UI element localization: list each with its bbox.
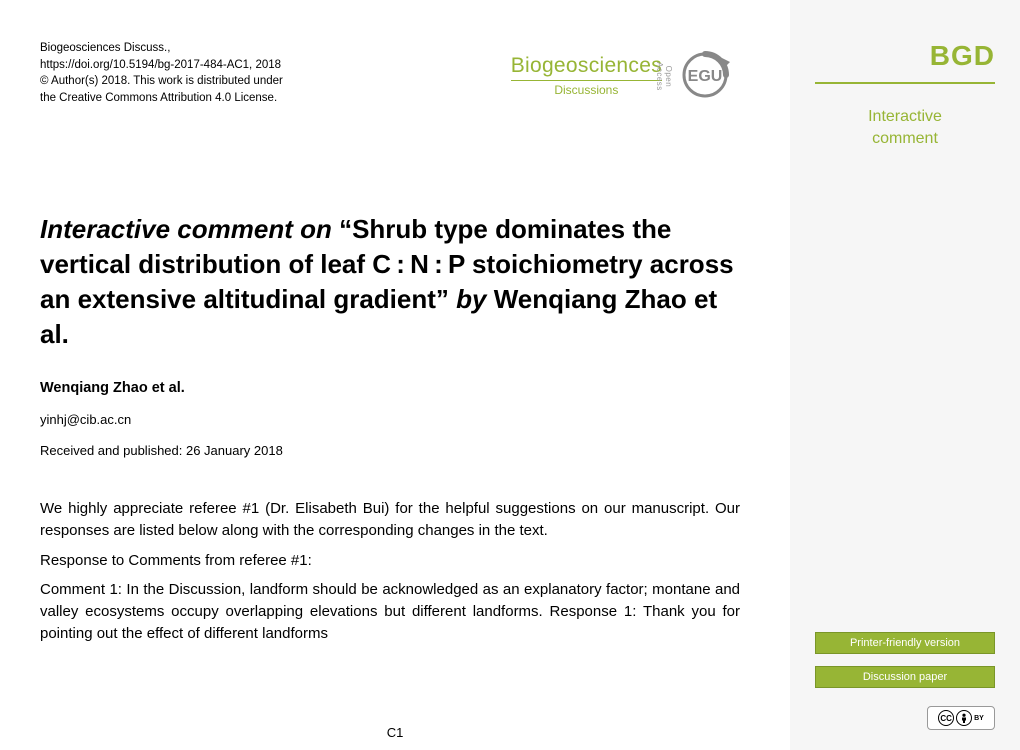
body-text: We highly appreciate referee #1 (Dr. Eli… [40, 498, 740, 645]
svg-text:EGU: EGU [688, 68, 723, 85]
body-p2: Response to Comments from referee #1: [40, 550, 740, 572]
discussion-paper-button[interactable]: Discussion paper [815, 666, 995, 688]
meta-license: the Creative Commons Attribution 4.0 Lic… [40, 90, 283, 107]
printer-friendly-button[interactable]: Printer-friendly version [815, 632, 995, 654]
sidebar-spacer [815, 149, 995, 620]
main-content: Biogeosciences Discuss., https://doi.org… [0, 0, 790, 750]
article-title: Interactive comment on “Shrub type domin… [40, 212, 740, 352]
egu-logo-icon: EGU [670, 50, 740, 100]
sidebar: BGD Interactive comment Printer-friendly… [790, 0, 1020, 750]
cc-by-badge-icon: CC BY [927, 706, 995, 730]
meta-copyright: © Author(s) 2018. This work is distribut… [40, 73, 283, 90]
interactive-comment-label: Interactive comment [815, 106, 995, 149]
journal-subtitle: Discussions [511, 80, 662, 97]
meta-block: Biogeosciences Discuss., https://doi.org… [40, 40, 283, 107]
by-circle-icon [956, 710, 972, 726]
page-number: C1 [0, 725, 790, 740]
interactive-l2: comment [815, 128, 995, 150]
body-p3: Comment 1: In the Discussion, landform s… [40, 579, 740, 644]
cc-circle-icon: CC [938, 710, 954, 726]
title-by: by [456, 284, 494, 314]
title-prefix: Interactive comment on [40, 214, 339, 244]
meta-journal: Biogeosciences Discuss., [40, 40, 283, 57]
author-email: yinhj@cib.ac.cn [40, 412, 740, 427]
header-row: Biogeosciences Discuss., https://doi.org… [40, 40, 740, 107]
journal-logo-block: Open Access Biogeosciences Discussions E… [511, 50, 740, 100]
interactive-l1: Interactive [815, 106, 995, 128]
meta-doi: https://doi.org/10.5194/bg-2017-484-AC1,… [40, 57, 283, 74]
received-date: Received and published: 26 January 2018 [40, 443, 740, 458]
journal-name: Biogeosciences [511, 54, 662, 78]
author-line: Wenqiang Zhao et al. [40, 380, 740, 396]
body-p1: We highly appreciate referee #1 (Dr. Eli… [40, 498, 740, 542]
bgd-heading: BGD [815, 40, 995, 84]
by-text: BY [974, 715, 984, 722]
